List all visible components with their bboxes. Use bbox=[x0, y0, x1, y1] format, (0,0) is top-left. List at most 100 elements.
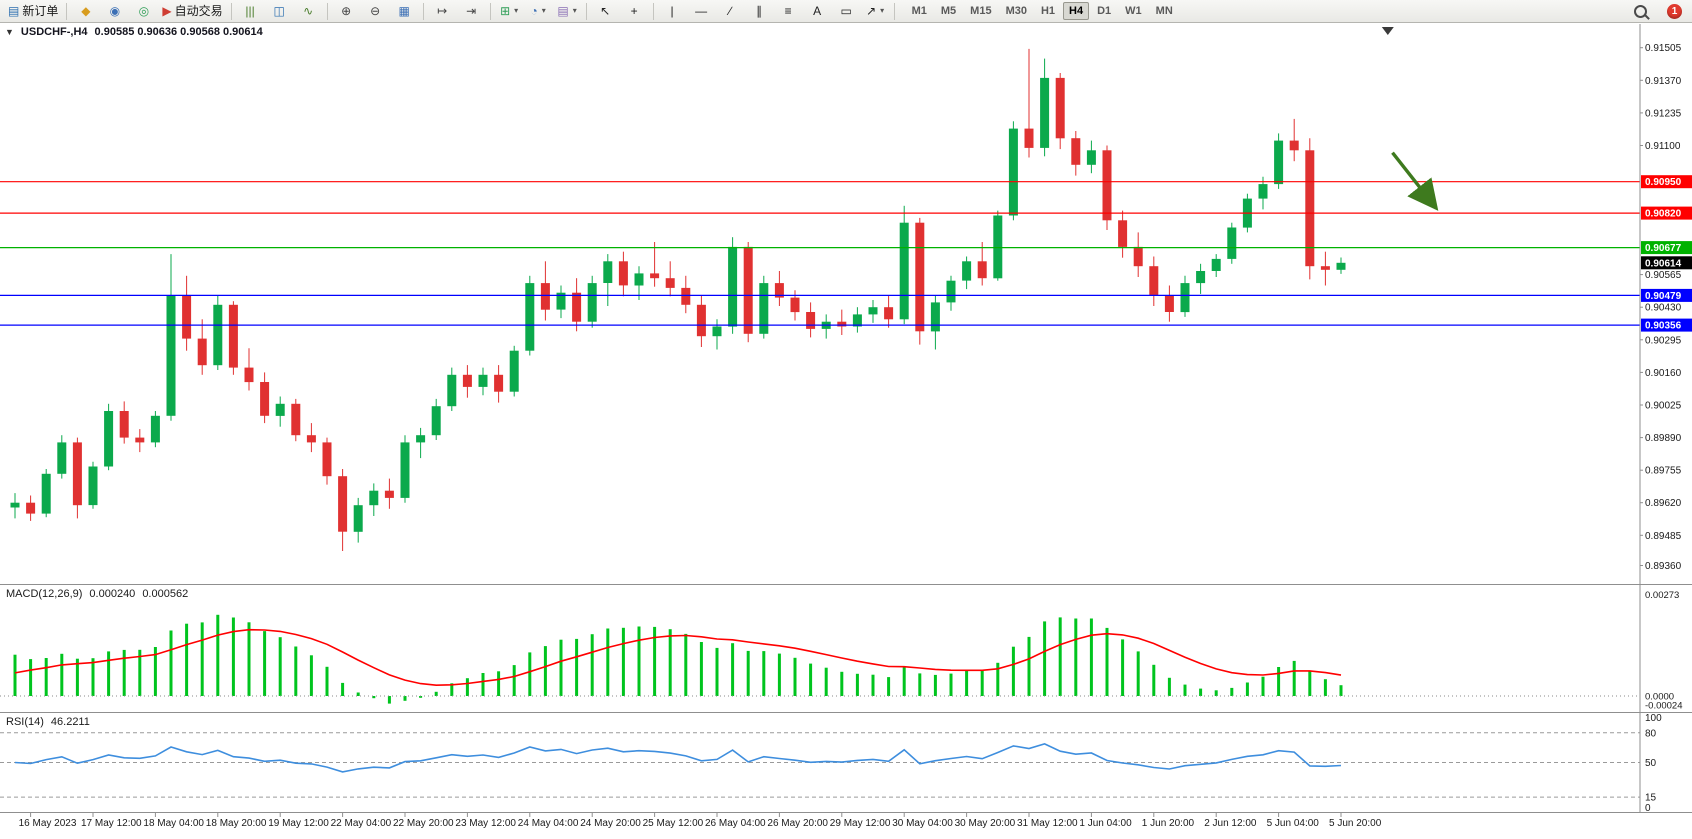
symbol-period-label: USDCHF-,H4 bbox=[20, 26, 88, 38]
time-axis[interactable]: 16 May 2023 17 May 12:00 18 May 04:00 18 Ma… bbox=[19, 812, 1382, 830]
price-tick-label: 0.89485 bbox=[1645, 531, 1682, 542]
dropdown-caret-icon: ▾ bbox=[572, 6, 577, 15]
vertical-line-button[interactable]: | bbox=[658, 1, 687, 22]
horizontal-line-icon: — bbox=[695, 4, 708, 18]
time-tick-label: 22 May 04:00 bbox=[331, 818, 392, 829]
timeframe-m5-button[interactable]: M5 bbox=[940, 5, 957, 17]
time-tick-label: 30 May 20:00 bbox=[955, 818, 1016, 829]
tile-windows-button[interactable]: ▦ bbox=[390, 1, 419, 22]
zoom-in-icon: ⊕ bbox=[341, 4, 352, 18]
bar-chart-icon: ||| bbox=[245, 4, 255, 18]
macd-name: MACD(12,26,9) bbox=[6, 588, 83, 600]
time-tick-label: 29 May 12:00 bbox=[830, 818, 891, 829]
main-toolbar: ▤ 新订单 ◆ ◉ ◎ ▶ 自动交易 ||| ◫ ∿ ⊕ ⊖ ▦ ↦ ⇥ ⊞ ▾ ◔ ▾ ▤ ▾ ↖ + | — ∕ ∥ ≡ A ▭ ↗ ▾ … bbox=[0, 0, 1692, 23]
navigator-button[interactable]: ◎ bbox=[129, 1, 158, 22]
bar-chart-button[interactable]: ||| bbox=[236, 1, 265, 22]
horizontal-line-button[interactable]: — bbox=[687, 1, 716, 22]
templates-button[interactable]: ▤ ▾ bbox=[553, 1, 582, 22]
dropdown-caret-icon: ▾ bbox=[880, 6, 885, 15]
chart-ohlc-info: ▼ USDCHF-,H4 0.90585 0.90636 0.90568 0.9… bbox=[5, 26, 263, 38]
price-tick-label: 0.90430 bbox=[1645, 303, 1682, 314]
label-button[interactable]: ▭ bbox=[832, 1, 861, 22]
arrows-icon: ↗ bbox=[866, 4, 877, 18]
timeframe-h4-button[interactable]: H4 bbox=[1063, 2, 1090, 20]
market-watch-icon: ◆ bbox=[81, 4, 91, 18]
label-icon: ▭ bbox=[840, 4, 852, 18]
indicators-icon: ⊞ bbox=[500, 4, 511, 18]
toolbar-separator bbox=[489, 2, 491, 20]
time-tick-label: 17 May 12:00 bbox=[81, 818, 142, 829]
hline-price-badge: 0.90820 bbox=[1641, 206, 1692, 220]
price-tick-label: 0.91505 bbox=[1645, 43, 1682, 54]
price-tick-label: 0.90565 bbox=[1645, 270, 1682, 281]
timeframe-h1-button[interactable]: H1 bbox=[1040, 5, 1056, 17]
timeframe-mn-button[interactable]: MN bbox=[1155, 5, 1173, 17]
profiles-icon: ◉ bbox=[109, 4, 121, 18]
cursor-button[interactable]: ↖ bbox=[591, 1, 620, 22]
toolbar-separator bbox=[585, 2, 587, 20]
hline-price-badge: 0.90356 bbox=[1641, 318, 1692, 332]
new-order-button[interactable]: ▤ 新订单 bbox=[4, 1, 62, 22]
market-watch-button[interactable]: ◆ bbox=[71, 1, 100, 22]
time-tick-label: 26 May 04:00 bbox=[705, 818, 766, 829]
price-tick-label: 0.91235 bbox=[1645, 108, 1682, 119]
auto-scroll-button[interactable]: ↦ bbox=[428, 1, 457, 22]
timeframe-m1-button[interactable]: M1 bbox=[911, 5, 927, 17]
indicators-button[interactable]: ⊞ ▾ bbox=[495, 1, 524, 22]
zoom-out-icon: ⊖ bbox=[370, 4, 381, 18]
zoom-in-button[interactable]: ⊕ bbox=[332, 1, 361, 22]
macd-signal-line bbox=[14, 628, 1342, 687]
chart-canvas[interactable]: 0.91505 0.91370 0.91235 0.91100 0.90565 0.904… bbox=[0, 24, 1692, 839]
macd-main-value: 0.000240 bbox=[89, 588, 136, 600]
rsi-name: RSI(14) bbox=[6, 716, 44, 728]
arrows-button[interactable]: ↗ ▾ bbox=[861, 1, 890, 22]
time-tick-label: 5 Jun 20:00 bbox=[1329, 818, 1382, 829]
line-chart-button[interactable]: ∿ bbox=[294, 1, 323, 22]
notifications-badge[interactable]: 1 bbox=[1667, 4, 1682, 19]
time-tick-label: 1 Jun 04:00 bbox=[1079, 818, 1132, 829]
svg-text:0.90950: 0.90950 bbox=[1645, 177, 1682, 188]
dropdown-caret-icon: ▾ bbox=[541, 6, 546, 15]
trend-arrow-annotation[interactable] bbox=[1391, 151, 1439, 211]
dropdown-caret-icon: ▾ bbox=[514, 6, 519, 15]
fibonacci-button[interactable]: ≡ bbox=[774, 1, 803, 22]
time-tick-label: 23 May 12:00 bbox=[455, 818, 516, 829]
price-tick-label: 0.89890 bbox=[1645, 433, 1682, 444]
channel-icon: ∥ bbox=[756, 4, 763, 18]
chart-shift-button[interactable]: ⇥ bbox=[457, 1, 486, 22]
channel-button[interactable]: ∥ bbox=[745, 1, 774, 22]
hline-price-badge: 0.90479 bbox=[1641, 288, 1692, 302]
rsi-value: 46.2211 bbox=[50, 716, 90, 728]
timeframe-d1-button[interactable]: D1 bbox=[1097, 5, 1112, 17]
time-tick-label: 16 May 2023 bbox=[19, 818, 77, 829]
toolbar-separator bbox=[326, 2, 328, 20]
text-button[interactable]: A bbox=[803, 1, 832, 22]
time-tick-label: 1 Jun 20:00 bbox=[1142, 818, 1195, 829]
text-icon: A bbox=[813, 4, 822, 18]
macd-scale-label: 0.0000 bbox=[1645, 692, 1674, 703]
price-axis[interactable]: 0.91505 0.91370 0.91235 0.91100 0.90565 0.904… bbox=[1640, 43, 1682, 572]
svg-text:0.90614: 0.90614 bbox=[1645, 258, 1682, 269]
timeframe-m30-button[interactable]: M30 bbox=[1005, 5, 1027, 17]
toolbar-icon-groups: ▤ 新订单 ◆ ◉ ◎ ▶ 自动交易 ||| ◫ ∿ ⊕ ⊖ ▦ ↦ ⇥ ⊞ ▾ ◔ ▾ ▤ ▾ ↖ + | — ∕ ∥ ≡ A ▭ ↗ ▾ bbox=[4, 0, 899, 22]
crosshair-button[interactable]: + bbox=[620, 1, 649, 22]
chart-shift-marker[interactable] bbox=[1381, 27, 1394, 35]
timeframe-m15-button[interactable]: M15 bbox=[970, 5, 992, 17]
profiles-button[interactable]: ◉ bbox=[100, 1, 129, 22]
toolbar-separator bbox=[66, 2, 68, 20]
new-order-label: 新订单 bbox=[22, 4, 59, 18]
candlestick-chart-icon: ◫ bbox=[273, 4, 285, 18]
time-tick-label: 31 May 12:00 bbox=[1017, 818, 1078, 829]
one-click-trading-toggle[interactable]: ▼ bbox=[5, 27, 14, 37]
candlestick-chart-button[interactable]: ◫ bbox=[265, 1, 294, 22]
rsi-scale-label: 100 bbox=[1645, 713, 1662, 724]
hline-price-badge: 0.90677 bbox=[1641, 241, 1692, 255]
autotrading-button[interactable]: ▶ 自动交易 bbox=[158, 1, 226, 22]
zoom-out-button[interactable]: ⊖ bbox=[361, 1, 390, 22]
trendline-button[interactable]: ∕ bbox=[716, 1, 745, 22]
timeframe-w1-button[interactable]: W1 bbox=[1125, 5, 1142, 17]
macd-histogram bbox=[13, 614, 1343, 704]
search-button[interactable] bbox=[1626, 1, 1655, 22]
periods-button[interactable]: ◔ ▾ bbox=[524, 1, 553, 22]
